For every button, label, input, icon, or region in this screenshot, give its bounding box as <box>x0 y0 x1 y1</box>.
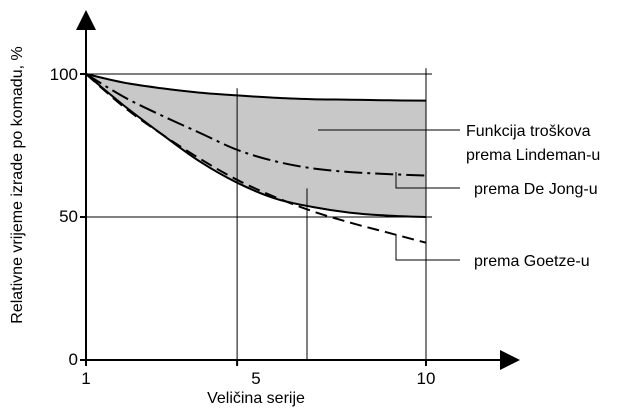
y-tick-label-0: 0 <box>69 350 78 369</box>
band-label-line-2: prema Lindeman-u <box>466 147 600 164</box>
series-de-jong-line <box>85 73 427 177</box>
y-axis-label: Relativne vrijeme izrade po komadu, % <box>9 46 26 323</box>
goetze-label: prema Goetze-u <box>474 253 590 270</box>
goetze-label-leader <box>395 234 460 261</box>
x-axis-label: Veličina serije <box>207 390 305 407</box>
de-jong-label: prema De Jong-u <box>474 181 598 198</box>
de-jong-label-leader <box>395 172 460 189</box>
x-tick-label-10: 10 <box>417 369 436 388</box>
x-tick-label-1: 1 <box>81 369 90 388</box>
y-tick-label-50: 50 <box>59 207 78 226</box>
axis-ticks <box>80 73 427 366</box>
series-goetze-line <box>85 73 427 244</box>
y-tick-label-100: 100 <box>50 65 78 84</box>
band-upper-curve <box>85 73 427 102</box>
cost-function-band <box>86 74 426 217</box>
grid-lines <box>86 68 432 360</box>
x-tick-label-5: 5 <box>251 369 260 388</box>
band-label-line-1: Funkcija troškova <box>466 123 591 140</box>
